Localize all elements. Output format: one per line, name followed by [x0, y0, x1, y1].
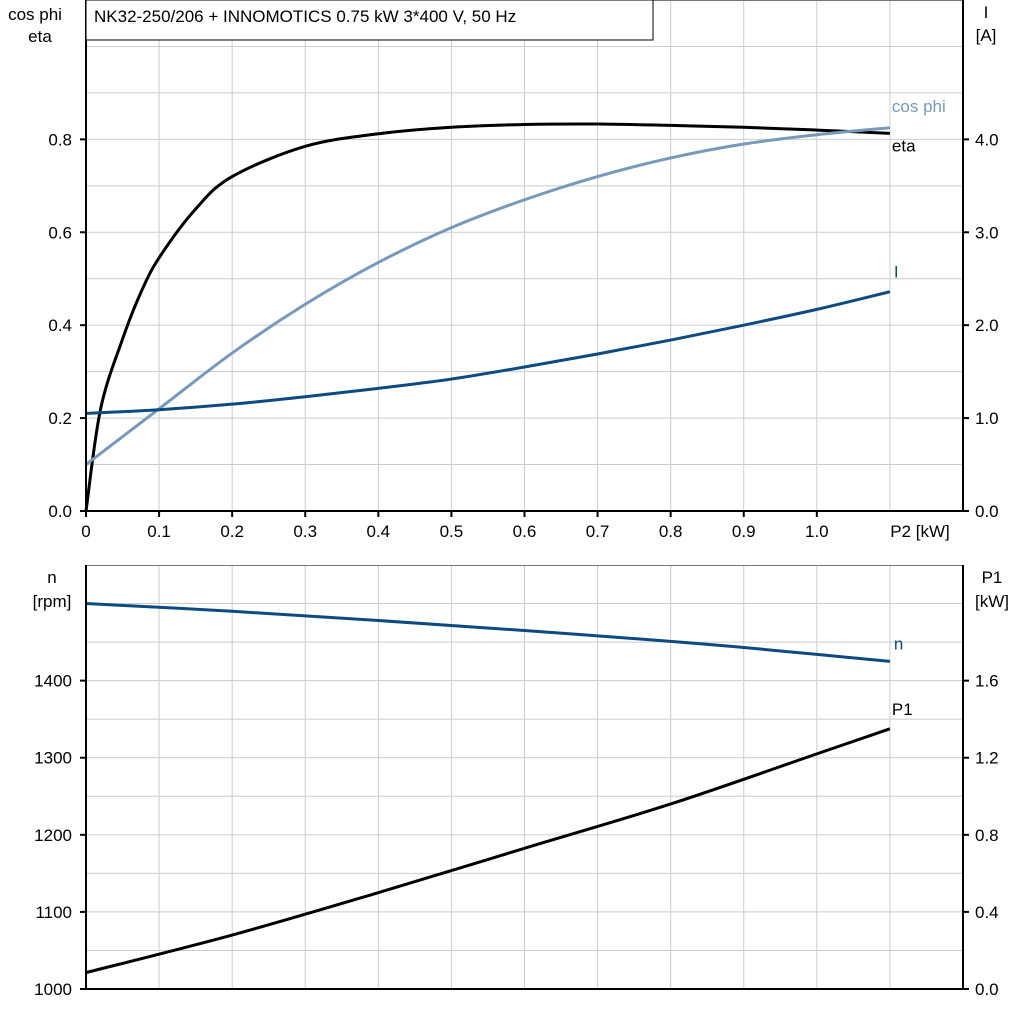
x-tick-label: 0.8	[659, 522, 683, 541]
tick-labels: 0.0 0.2 0.4 0.6 0.8 0.0 1.0 2.0 3.0 4.0 0 0.1 0.2 0.3…	[34, 130, 998, 999]
left-tick-label: 1400	[34, 672, 72, 691]
right-tick-label: 0.4	[975, 903, 999, 922]
series-label-cos-phi: cos phi	[892, 97, 946, 116]
series-line-n	[85, 602, 891, 663]
series-line-I	[85, 290, 891, 415]
left-tick-label: 1300	[34, 749, 72, 768]
x-tick-label: 0.7	[586, 522, 610, 541]
bottom-grid	[86, 565, 963, 989]
top-grid	[86, 0, 963, 511]
bottom-series: n P1	[85, 602, 913, 975]
left-tick-label: 0.0	[48, 502, 72, 521]
top-left-axis-label-2: eta	[28, 27, 52, 46]
x-tick-label: 1.0	[805, 522, 829, 541]
bottom-right-axis-label-1: P1	[982, 568, 1003, 587]
x-tick-label: 0.4	[367, 522, 391, 541]
x-tick-label: 0.1	[147, 522, 171, 541]
right-tick-label: 4.0	[975, 130, 999, 149]
left-tick-label: 0.8	[48, 130, 72, 149]
title-box	[85, 0, 654, 41]
right-tick-label: 0.0	[975, 980, 999, 999]
right-tick-label: 3.0	[975, 223, 999, 242]
left-tick-label: 0.2	[48, 409, 72, 428]
x-axis-label: P2 [kW]	[890, 522, 950, 541]
chart-title: NK32-250/206 + INNOMOTICS 0.75 kW 3*400 …	[94, 7, 516, 26]
x-tick-label: 0.9	[732, 522, 756, 541]
left-tick-label: 1100	[35, 903, 72, 922]
left-tick-label: 1200	[34, 826, 72, 845]
bottom-right-axis-label-2: [kW]	[975, 592, 1009, 611]
right-tick-label: 1.2	[975, 749, 999, 768]
x-tick-label: 0	[81, 522, 90, 541]
top-right-axis-label-2: [A]	[976, 26, 997, 45]
series-label-n: n	[894, 634, 903, 653]
right-tick-label: 2.0	[975, 316, 999, 335]
axes	[80, 0, 969, 990]
right-tick-label: 0.8	[975, 826, 999, 845]
top-right-axis-label-1: I	[984, 3, 989, 22]
top-series: eta cos phi I	[84, 97, 946, 512]
series-label-I: I	[894, 263, 899, 282]
series-line-P1	[85, 727, 891, 975]
x-tick-label: 0.6	[513, 522, 537, 541]
x-tick-label: 0.2	[220, 522, 244, 541]
bottom-left-axis-label-1: n	[47, 568, 56, 587]
left-tick-label: 0.4	[48, 316, 72, 335]
series-line-eta	[84, 122, 890, 512]
x-tick-label: 0.5	[440, 522, 464, 541]
right-tick-label: 0.0	[975, 502, 999, 521]
x-tick-label: 0.3	[293, 522, 317, 541]
top-left-axis-label-1: cos phi	[8, 5, 62, 24]
series-label-eta: eta	[892, 136, 916, 155]
right-tick-label: 1.6	[975, 672, 999, 691]
series-label-P1: P1	[892, 700, 913, 719]
series-line-cos-phi	[85, 126, 891, 466]
right-tick-label: 1.0	[975, 409, 999, 428]
left-tick-label: 0.6	[48, 223, 72, 242]
bottom-left-axis-label-2: [rpm]	[33, 592, 72, 611]
left-tick-label: 1000	[34, 980, 72, 999]
